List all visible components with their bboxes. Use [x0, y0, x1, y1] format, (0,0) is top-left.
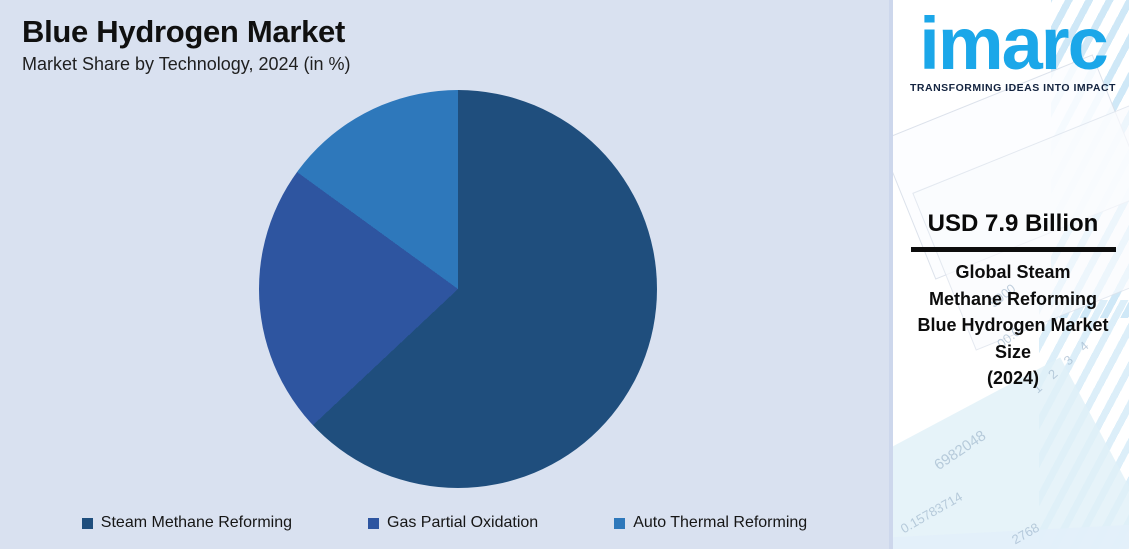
chart-legend: Steam Methane Reforming Gas Partial Oxid… — [0, 514, 889, 532]
watermark-number: 6982048 — [931, 427, 990, 474]
market-value: USD 7.9 Billion — [927, 210, 1099, 237]
watermark-number: 2768 — [1009, 519, 1042, 548]
page-title: Blue Hydrogen Market — [22, 14, 346, 49]
legend-item-auto-thermal-reforming: Auto Thermal Reforming — [614, 514, 807, 532]
branding-sidebar: 5000 00.0 1 2 3 4 6982048 0.15783714 276… — [889, 0, 1129, 549]
legend-label: Gas Partial Oxidation — [387, 514, 539, 531]
watermark-number: 0.15783714 — [897, 488, 965, 537]
market-value-block: USD 7.9 Billion — [893, 210, 1129, 252]
chart-panel: Blue Hydrogen Market Market Share by Tec… — [0, 0, 889, 549]
legend-swatch-icon — [614, 517, 626, 529]
market-size-label: Global Steam Methane Reforming Blue Hydr… — [917, 262, 1109, 388]
legend-swatch-icon — [368, 517, 379, 529]
legend-item-steam-methane-reforming: Steam Methane Reforming — [81, 514, 292, 532]
legend-item-gas-partial-oxidation: Gas Partial Oxidation — [368, 514, 538, 532]
legend-swatch-icon — [81, 517, 93, 529]
paper-watermark-icon — [893, 524, 1129, 549]
page-subtitle: Market Share by Technology, 2024 (in %) — [22, 54, 351, 74]
imarc-logo-tagline: TRANSFORMING IDEAS INTO IMPACT — [910, 82, 1116, 94]
legend-label: Auto Thermal Reforming — [633, 514, 808, 531]
imarc-logo-text: imarc — [919, 2, 1108, 85]
legend-label: Steam Methane Reforming — [100, 514, 292, 531]
imarc-logo: imarc TRANSFORMING IDEAS INTO IMPACT — [893, 0, 1129, 94]
pie-chart — [259, 90, 657, 488]
divider — [910, 247, 1116, 252]
